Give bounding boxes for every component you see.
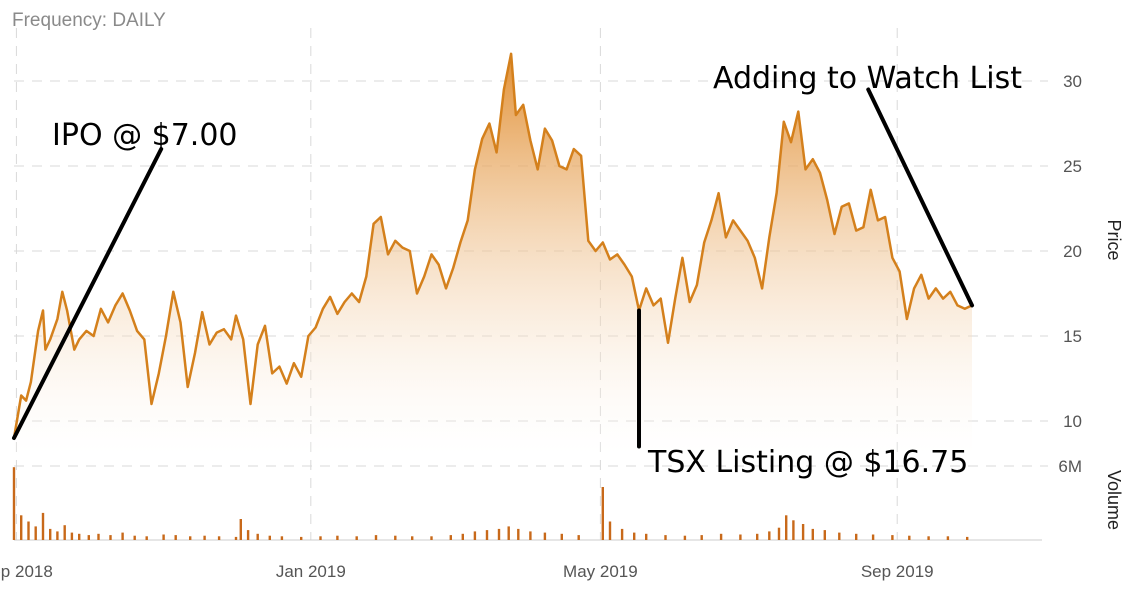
volume-bar	[268, 535, 271, 540]
volume-bar	[601, 487, 604, 540]
volume-bar	[529, 531, 532, 540]
annotations: IPO @ $7.00 TSX Listing @ $16.75 Adding to…	[12, 61, 1022, 480]
volume-bar	[203, 535, 206, 540]
volume-bar	[461, 533, 464, 540]
volume-axis-title: Volume	[1104, 470, 1124, 530]
volume-bar	[246, 530, 250, 540]
volume-bar	[683, 535, 687, 540]
volume-bar	[473, 531, 477, 540]
x-tick-label: Sep 2018	[0, 562, 53, 581]
frequency-label: Frequency: DAILY	[12, 10, 166, 31]
volume-bar	[430, 536, 433, 540]
volume-bar	[823, 530, 826, 540]
axes: 10 15 20 25 30 6M Sep 2018 Jan 2019 May 2019 Sep …	[0, 72, 1124, 581]
volume-bar	[256, 533, 259, 540]
volume-bar	[560, 533, 563, 540]
volume-bar	[927, 536, 930, 540]
volume-bar	[785, 515, 788, 540]
volume-bar	[700, 535, 703, 540]
volume-bar	[777, 527, 781, 540]
volume-bar	[49, 528, 52, 540]
volume-bar	[34, 526, 37, 540]
y-tick-label: 15	[1063, 327, 1082, 346]
volume-tick-label: 6M	[1058, 457, 1082, 476]
volume-bar	[855, 533, 858, 540]
price-area-fill	[14, 53, 972, 456]
annotation-text: IPO @ $7.00	[52, 118, 238, 153]
price-area	[12, 52, 973, 456]
volume-bar	[121, 532, 124, 540]
y-tick-label: 30	[1063, 72, 1082, 91]
volume-bar	[719, 533, 723, 540]
volume-bar	[543, 532, 547, 540]
x-tick-label: Sep 2019	[861, 562, 934, 581]
volume-bar	[608, 521, 612, 540]
x-tick-label: May 2019	[563, 562, 638, 581]
y-tick-label: 10	[1063, 412, 1082, 431]
volume-bar	[234, 536, 238, 540]
annotation-line	[12, 147, 164, 440]
volume-bar	[792, 520, 795, 540]
annotation-line	[866, 87, 975, 308]
volume-bar	[577, 535, 580, 540]
volume-bar	[145, 536, 148, 540]
volume-bar	[20, 515, 23, 540]
price-line	[12, 52, 973, 439]
volume-bar	[319, 536, 322, 540]
volume-bar	[63, 525, 66, 540]
volume-bar	[78, 533, 81, 540]
volume-bar	[871, 534, 875, 540]
volume-bar	[280, 536, 284, 540]
volume-bar	[497, 528, 501, 540]
volume-bar	[27, 521, 30, 540]
volume-bar	[239, 519, 242, 540]
annotation-text: Adding to Watch List	[713, 61, 1022, 96]
annotation-text: TSX Listing @ $16.75	[647, 445, 968, 480]
volume-bar	[336, 535, 339, 540]
volume-bar	[411, 536, 414, 540]
volume-bar	[620, 528, 624, 540]
volume-bar	[374, 535, 378, 540]
volume-bar	[174, 535, 177, 540]
volume-bar	[485, 530, 489, 540]
volume-bar	[768, 531, 771, 540]
volume-bar	[109, 535, 112, 540]
volume-bar	[838, 532, 841, 540]
volume-bar	[891, 535, 894, 540]
volume-bar	[189, 536, 192, 540]
volume-bar	[394, 535, 397, 540]
y-tick-label: 25	[1063, 157, 1082, 176]
volume-bar	[739, 534, 742, 540]
volume-bar	[507, 526, 510, 540]
volume-bar	[12, 467, 16, 540]
volume-bar	[97, 533, 100, 540]
volume-bar	[966, 536, 969, 540]
volume-bar	[811, 528, 814, 540]
volume-bar	[355, 536, 358, 540]
y-axis-title: Price	[1104, 219, 1124, 260]
volume-bar	[162, 534, 165, 540]
volume-bar	[217, 536, 221, 540]
volume-bar	[449, 535, 452, 540]
volume-bar	[517, 528, 520, 540]
volume-bar	[633, 532, 636, 540]
volume-bar	[946, 536, 950, 540]
volume-bars	[12, 467, 969, 540]
y-tick-label: 20	[1063, 242, 1082, 261]
x-tick-label: Jan 2019	[276, 562, 346, 581]
volume-bar	[70, 532, 74, 540]
volume-bar	[908, 535, 911, 540]
volume-bar	[87, 535, 90, 540]
volume-bar	[56, 531, 59, 540]
volume-bar	[133, 535, 136, 540]
volume-bar	[41, 512, 45, 540]
volume-bar	[664, 535, 667, 540]
volume-bar	[756, 533, 759, 540]
volume-bar	[645, 533, 648, 540]
volume-bar	[801, 524, 805, 540]
volume-bar	[300, 536, 303, 540]
